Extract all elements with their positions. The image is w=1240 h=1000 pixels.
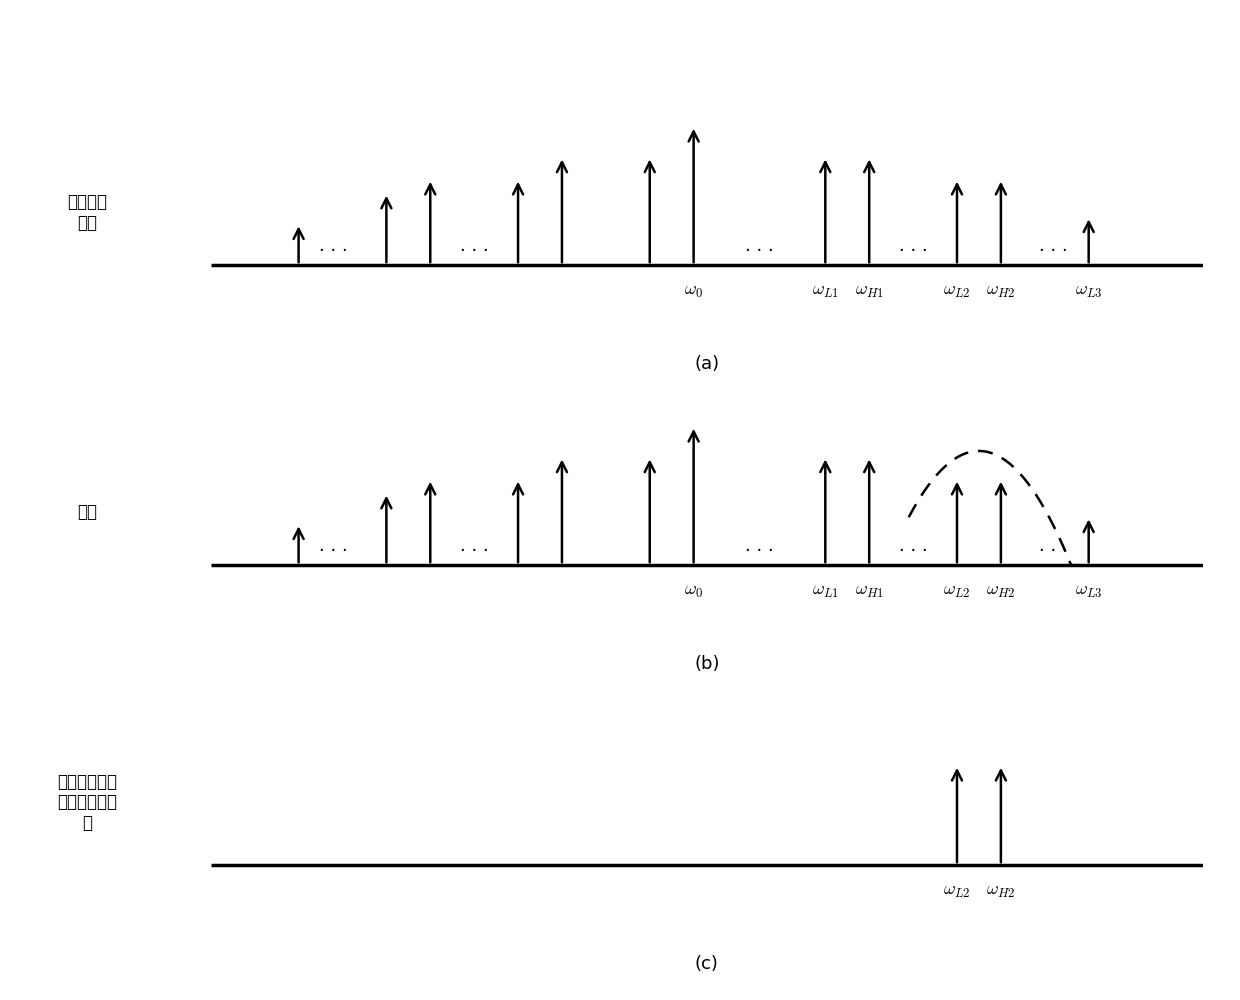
Text: $\omega_{L1}$: $\omega_{L1}$: [812, 582, 839, 600]
Text: · · ·: · · ·: [745, 542, 774, 560]
Text: $\omega_{L2}$: $\omega_{L2}$: [944, 582, 971, 600]
Text: $\omega_0$: $\omega_0$: [684, 582, 703, 600]
Text: (c): (c): [694, 955, 719, 973]
Text: $\omega_{H2}$: $\omega_{H2}$: [986, 882, 1016, 900]
Text: $\omega_{H2}$: $\omega_{H2}$: [986, 582, 1016, 600]
Text: · · ·: · · ·: [460, 242, 489, 260]
Text: $\omega_{H1}$: $\omega_{H1}$: [854, 282, 884, 300]
Text: · · ·: · · ·: [899, 542, 928, 560]
Text: · · ·: · · ·: [320, 242, 348, 260]
Text: · · ·: · · ·: [1039, 542, 1068, 560]
Text: $\omega_{H2}$: $\omega_{H2}$: [986, 282, 1016, 300]
Text: 调频激光
信号: 调频激光 信号: [67, 193, 107, 232]
Text: $\omega_{H1}$: $\omega_{H1}$: [854, 582, 884, 600]
Text: · · ·: · · ·: [460, 542, 489, 560]
Text: $\omega_{L2}$: $\omega_{L2}$: [944, 282, 971, 300]
Text: $\omega_0$: $\omega_0$: [684, 282, 703, 300]
Text: · · ·: · · ·: [1039, 242, 1068, 260]
Text: $\omega_{L3}$: $\omega_{L3}$: [1075, 582, 1102, 600]
Text: 所需的二阶边
带调频激光信
号: 所需的二阶边 带调频激光信 号: [57, 773, 117, 832]
Text: · · ·: · · ·: [899, 242, 928, 260]
Text: $\omega_{L2}$: $\omega_{L2}$: [944, 882, 971, 900]
Text: $\omega_{L1}$: $\omega_{L1}$: [812, 282, 839, 300]
Text: · · ·: · · ·: [320, 542, 348, 560]
Text: 滤波: 滤波: [77, 503, 97, 521]
Text: (b): (b): [694, 655, 719, 673]
Text: (a): (a): [694, 355, 719, 373]
Text: · · ·: · · ·: [745, 242, 774, 260]
Text: $\omega_{L3}$: $\omega_{L3}$: [1075, 282, 1102, 300]
